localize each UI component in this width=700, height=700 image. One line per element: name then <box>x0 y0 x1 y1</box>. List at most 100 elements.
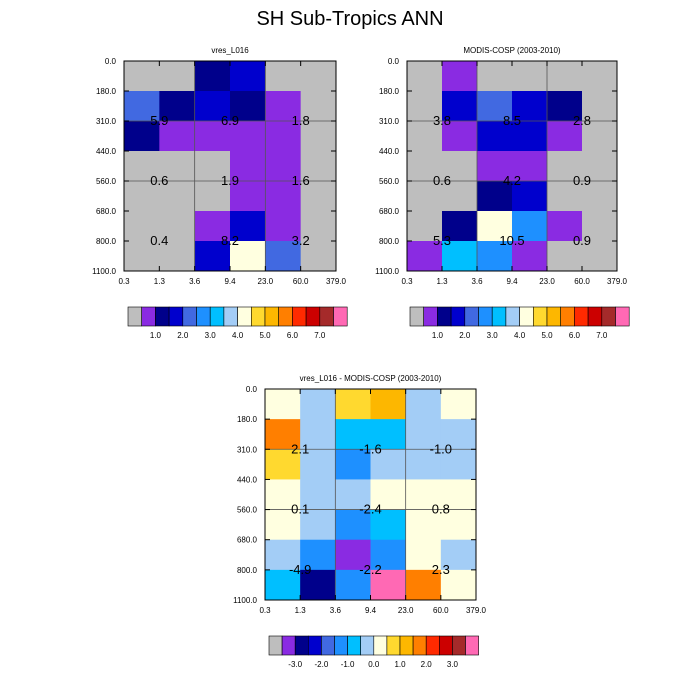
cell-value-label: 0.1 <box>291 502 309 517</box>
colorbar-swatch <box>546 306 561 327</box>
heatmap-cell <box>440 509 477 541</box>
heatmap-cell <box>477 181 513 212</box>
heatmap-cell <box>335 539 371 571</box>
x-tick-label: 3.6 <box>189 277 201 286</box>
cell-value-label: 6.9 <box>221 113 239 128</box>
cell-value-label: 1.8 <box>292 113 310 128</box>
heatmap-cell <box>124 61 160 92</box>
heatmap-cell <box>265 61 302 92</box>
heatmap-cell <box>265 509 301 541</box>
heatmap-cell <box>442 151 478 182</box>
cell-value-label: 1.9 <box>221 173 239 188</box>
heatmap-cell <box>405 569 442 601</box>
panel-title: vres_L016 - MODIS-COSP (2003-2010) <box>300 374 442 383</box>
heatmap-cell <box>300 449 336 480</box>
y-tick-label: 560.0 <box>379 177 400 186</box>
colorbar-label: -1.0 <box>341 660 355 669</box>
heatmap-cell <box>407 181 443 212</box>
y-tick-label: 180.0 <box>379 87 400 96</box>
heatmap-cell <box>300 151 337 182</box>
heatmap-cell <box>405 509 442 541</box>
colorbar-swatch <box>491 306 507 327</box>
heatmap-cell <box>194 121 231 152</box>
colorbar-label: 3.0 <box>205 331 217 340</box>
cell-value-label: 3.8 <box>433 113 451 128</box>
heatmap-cell <box>300 569 336 601</box>
x-tick-label: 23.0 <box>258 277 274 286</box>
colorbar-swatch <box>373 635 388 656</box>
heatmap-cell <box>442 61 478 92</box>
heatmap-cell <box>582 181 618 212</box>
y-tick-label: 1100.0 <box>92 267 116 276</box>
colorbar-swatch <box>196 306 211 327</box>
heatmap-cell <box>265 539 301 571</box>
cell-value-label: 0.6 <box>150 173 168 188</box>
heatmap-cell <box>194 241 231 272</box>
y-tick-label: 800.0 <box>96 237 117 246</box>
colorbar-label: 4.0 <box>232 331 244 340</box>
colorbar-swatch <box>294 635 309 656</box>
colorbar-swatch <box>292 306 307 327</box>
cell-value-label: 2.1 <box>291 441 309 456</box>
heatmap-cell <box>265 389 301 420</box>
x-tick-label: 0.3 <box>118 277 130 286</box>
heatmap-cell <box>405 389 442 420</box>
heatmap-cell <box>477 151 513 182</box>
panel-title: vres_L016 <box>211 46 249 55</box>
cell-value-label: 2.8 <box>573 113 591 128</box>
colorbar-swatch <box>251 306 266 327</box>
heatmap-cell <box>265 91 302 122</box>
y-tick-label: 800.0 <box>237 566 258 575</box>
heatmap-cell <box>582 211 618 242</box>
x-tick-label: 23.0 <box>539 277 555 286</box>
heatmap-cell <box>370 569 407 601</box>
heatmap-cell <box>300 121 337 152</box>
colorbar-label: 6.0 <box>287 331 299 340</box>
y-tick-label: 310.0 <box>379 117 400 126</box>
cell-value-label: 2.3 <box>432 562 450 577</box>
y-tick-label: 310.0 <box>96 117 117 126</box>
colorbar-swatch <box>450 306 466 327</box>
x-tick-label: 60.0 <box>433 606 449 615</box>
heatmap-cell <box>300 509 336 541</box>
heatmap-cell <box>230 61 266 92</box>
cell-value-label: 0.6 <box>433 173 451 188</box>
cell-value-label: 8.5 <box>503 113 521 128</box>
colorbar-swatch <box>333 306 348 327</box>
colorbar-label: 6.0 <box>569 331 581 340</box>
heatmap-cell <box>230 91 266 122</box>
heatmap-cell <box>194 181 231 212</box>
heatmap-cell <box>582 241 618 272</box>
colorbar-swatch <box>615 306 630 327</box>
heatmap-cell <box>370 389 407 420</box>
heatmap-cell <box>547 181 583 212</box>
heatmap-cell <box>194 151 231 182</box>
heatmap-cell <box>124 181 160 212</box>
y-tick-label: 440.0 <box>237 475 258 484</box>
heatmap-cell <box>159 121 196 152</box>
heatmap-cell <box>405 479 442 510</box>
colorbar-label: 5.0 <box>541 331 553 340</box>
heatmap-cell <box>405 539 442 571</box>
heatmap-cell <box>477 241 513 272</box>
x-tick-label: 0.3 <box>401 277 413 286</box>
heatmap-cell <box>477 211 513 242</box>
heatmap-cell <box>512 121 548 152</box>
cell-value-label: 0.8 <box>432 502 450 517</box>
cell-value-label: -4.9 <box>289 562 311 577</box>
heatmap-cell <box>194 61 231 92</box>
y-tick-label: 0.0 <box>388 57 400 66</box>
heatmap-cell <box>124 121 160 152</box>
x-tick-label: 9.4 <box>506 277 518 286</box>
colorbar-swatch <box>127 306 142 327</box>
colorbar-swatch <box>478 306 493 327</box>
heatmap-cell <box>265 121 302 152</box>
heatmap-cell <box>442 121 478 152</box>
cell-value-label: 0.4 <box>150 233 168 248</box>
colorbar-label: 1.0 <box>394 660 406 669</box>
y-tick-label: 680.0 <box>96 207 117 216</box>
colorbar-label: 2.0 <box>459 331 471 340</box>
heatmap-cell <box>265 181 302 212</box>
heatmap-cell <box>512 211 548 242</box>
colorbar-label: 2.0 <box>421 660 433 669</box>
